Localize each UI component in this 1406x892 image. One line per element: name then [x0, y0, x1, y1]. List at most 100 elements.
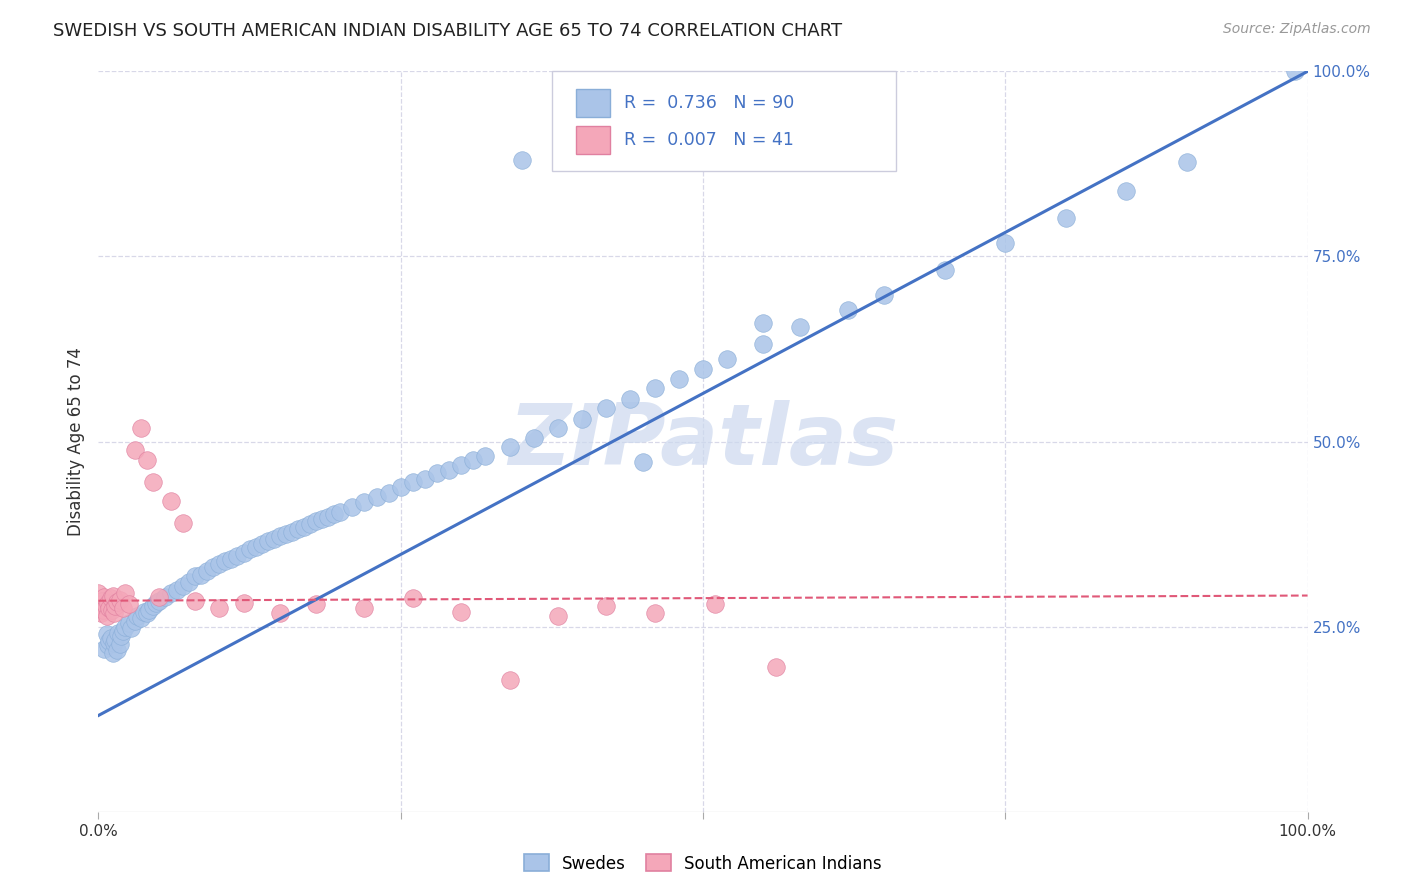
Point [377, 486, 399, 500]
Point [208, 557, 231, 571]
Point [98, 601, 121, 615]
Text: R =  0.007   N = 41: R = 0.007 N = 41 [624, 131, 794, 149]
Point [789, 319, 811, 334]
Point [110, 628, 132, 642]
Point [595, 401, 617, 416]
Point [100, 591, 122, 606]
Point [873, 288, 896, 302]
Point [90, 607, 112, 621]
Point [172, 516, 194, 530]
Point [148, 590, 170, 604]
Point [402, 475, 425, 490]
Point [104, 599, 127, 613]
Point [232, 546, 254, 560]
Point [118, 598, 141, 612]
Point [142, 599, 165, 613]
Point [463, 453, 485, 467]
Point [281, 524, 304, 539]
Point [263, 533, 285, 547]
Point [94, 599, 117, 613]
Point [994, 236, 1017, 251]
Point [619, 392, 641, 406]
Point [101, 646, 124, 660]
Point [124, 443, 146, 458]
FancyBboxPatch shape [576, 126, 610, 154]
Point [190, 567, 212, 582]
Point [89, 598, 111, 612]
Text: R =  0.736   N = 90: R = 0.736 N = 90 [624, 95, 794, 112]
Point [135, 607, 157, 621]
Point [256, 534, 278, 549]
FancyBboxPatch shape [576, 89, 610, 117]
Point [138, 603, 160, 617]
Point [426, 466, 449, 480]
Point [166, 582, 188, 597]
Point [97, 596, 120, 610]
Point [1284, 64, 1306, 78]
Point [221, 551, 243, 566]
Point [547, 608, 569, 623]
Point [342, 500, 364, 514]
Point [498, 441, 520, 455]
Point [172, 579, 194, 593]
Point [934, 262, 956, 277]
Point [120, 621, 142, 635]
Point [96, 627, 118, 641]
Point [305, 515, 328, 529]
Point [316, 510, 339, 524]
Point [179, 575, 201, 590]
Point [250, 537, 273, 551]
Point [232, 596, 254, 610]
Point [631, 455, 654, 469]
Point [104, 632, 127, 647]
Point [510, 153, 533, 168]
Point [765, 660, 787, 674]
Point [129, 421, 152, 435]
Point [571, 412, 593, 426]
Point [98, 634, 121, 648]
Point [134, 605, 156, 619]
Point [292, 519, 315, 533]
Point [366, 490, 388, 504]
Point [105, 643, 128, 657]
Point [153, 590, 176, 604]
Point [114, 619, 136, 633]
Point [127, 608, 149, 623]
Text: SWEDISH VS SOUTH AMERICAN INDIAN DISABILITY AGE 65 TO 74 CORRELATION CHART: SWEDISH VS SOUTH AMERICAN INDIAN DISABIL… [53, 22, 842, 40]
Point [202, 560, 225, 574]
Point [96, 608, 118, 623]
Point [837, 302, 859, 317]
Point [547, 421, 569, 435]
Point [111, 601, 134, 615]
FancyBboxPatch shape [551, 71, 897, 171]
Point [103, 607, 125, 621]
Point [100, 631, 122, 645]
Point [105, 595, 128, 609]
Point [107, 625, 129, 640]
Point [101, 589, 124, 603]
Point [114, 586, 136, 600]
Point [103, 636, 125, 650]
Point [644, 607, 666, 621]
Point [160, 586, 183, 600]
Point [184, 569, 207, 583]
Point [145, 596, 167, 610]
Point [1175, 154, 1198, 169]
Point [595, 599, 617, 613]
Point [752, 316, 775, 330]
Point [311, 512, 333, 526]
Point [329, 505, 352, 519]
Point [124, 614, 146, 628]
Point [226, 549, 249, 564]
Point [135, 453, 157, 467]
Point [111, 624, 134, 638]
Text: Source: ZipAtlas.com: Source: ZipAtlas.com [1223, 22, 1371, 37]
Point [644, 381, 666, 395]
Point [214, 554, 236, 568]
Y-axis label: Disability Age 65 to 74: Disability Age 65 to 74 [66, 347, 84, 536]
Point [716, 351, 738, 366]
Point [245, 540, 267, 554]
Point [118, 615, 141, 630]
Point [353, 495, 375, 509]
Point [1054, 211, 1077, 225]
